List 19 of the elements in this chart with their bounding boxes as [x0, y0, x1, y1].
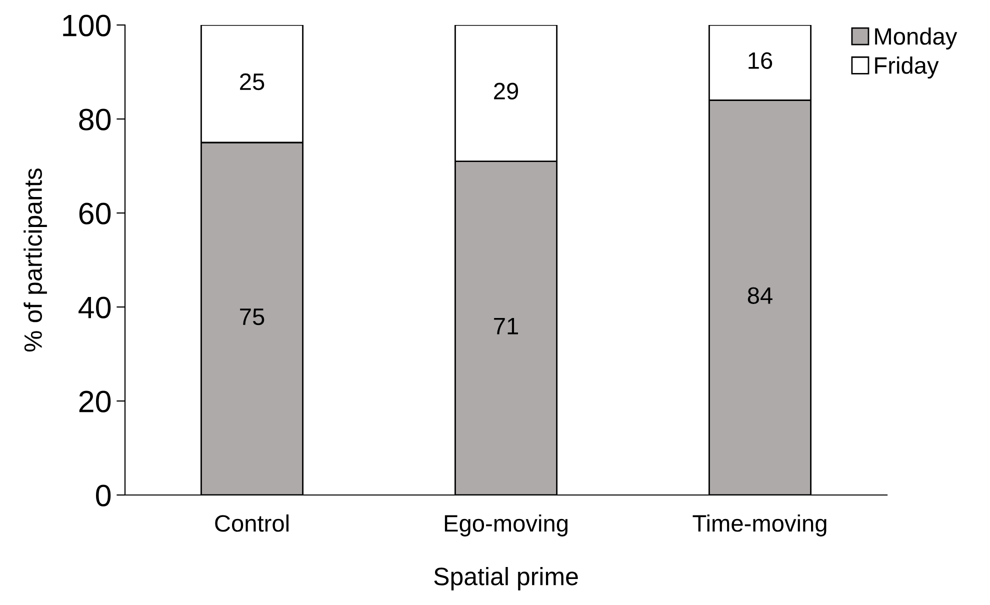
legend-label: Friday — [875, 56, 939, 79]
y-tick-label: 80 — [79, 108, 111, 130]
x-axis-title: Spatial prime — [434, 567, 578, 590]
data-label: 25 — [240, 73, 264, 90]
x-tick-label: Ego-moving — [444, 514, 568, 536]
x-tick-label: Time-moving — [692, 514, 826, 536]
y-tick-label: 60 — [79, 202, 111, 224]
data-label: 75 — [240, 308, 264, 326]
data-label: 16 — [748, 52, 772, 69]
x-tick-label: Control — [215, 514, 288, 532]
data-label: 71 — [494, 318, 518, 334]
data-label: 29 — [494, 82, 518, 100]
data-label: 84 — [748, 287, 772, 304]
legend-label: Monday — [875, 27, 958, 50]
y-tick-label: 100 — [63, 14, 111, 36]
y-axis-title: % of participants — [24, 168, 47, 352]
y-tick-label: 40 — [78, 296, 111, 318]
y-tick-label: 20 — [79, 390, 111, 412]
y-tick-label: 0 — [96, 484, 111, 506]
